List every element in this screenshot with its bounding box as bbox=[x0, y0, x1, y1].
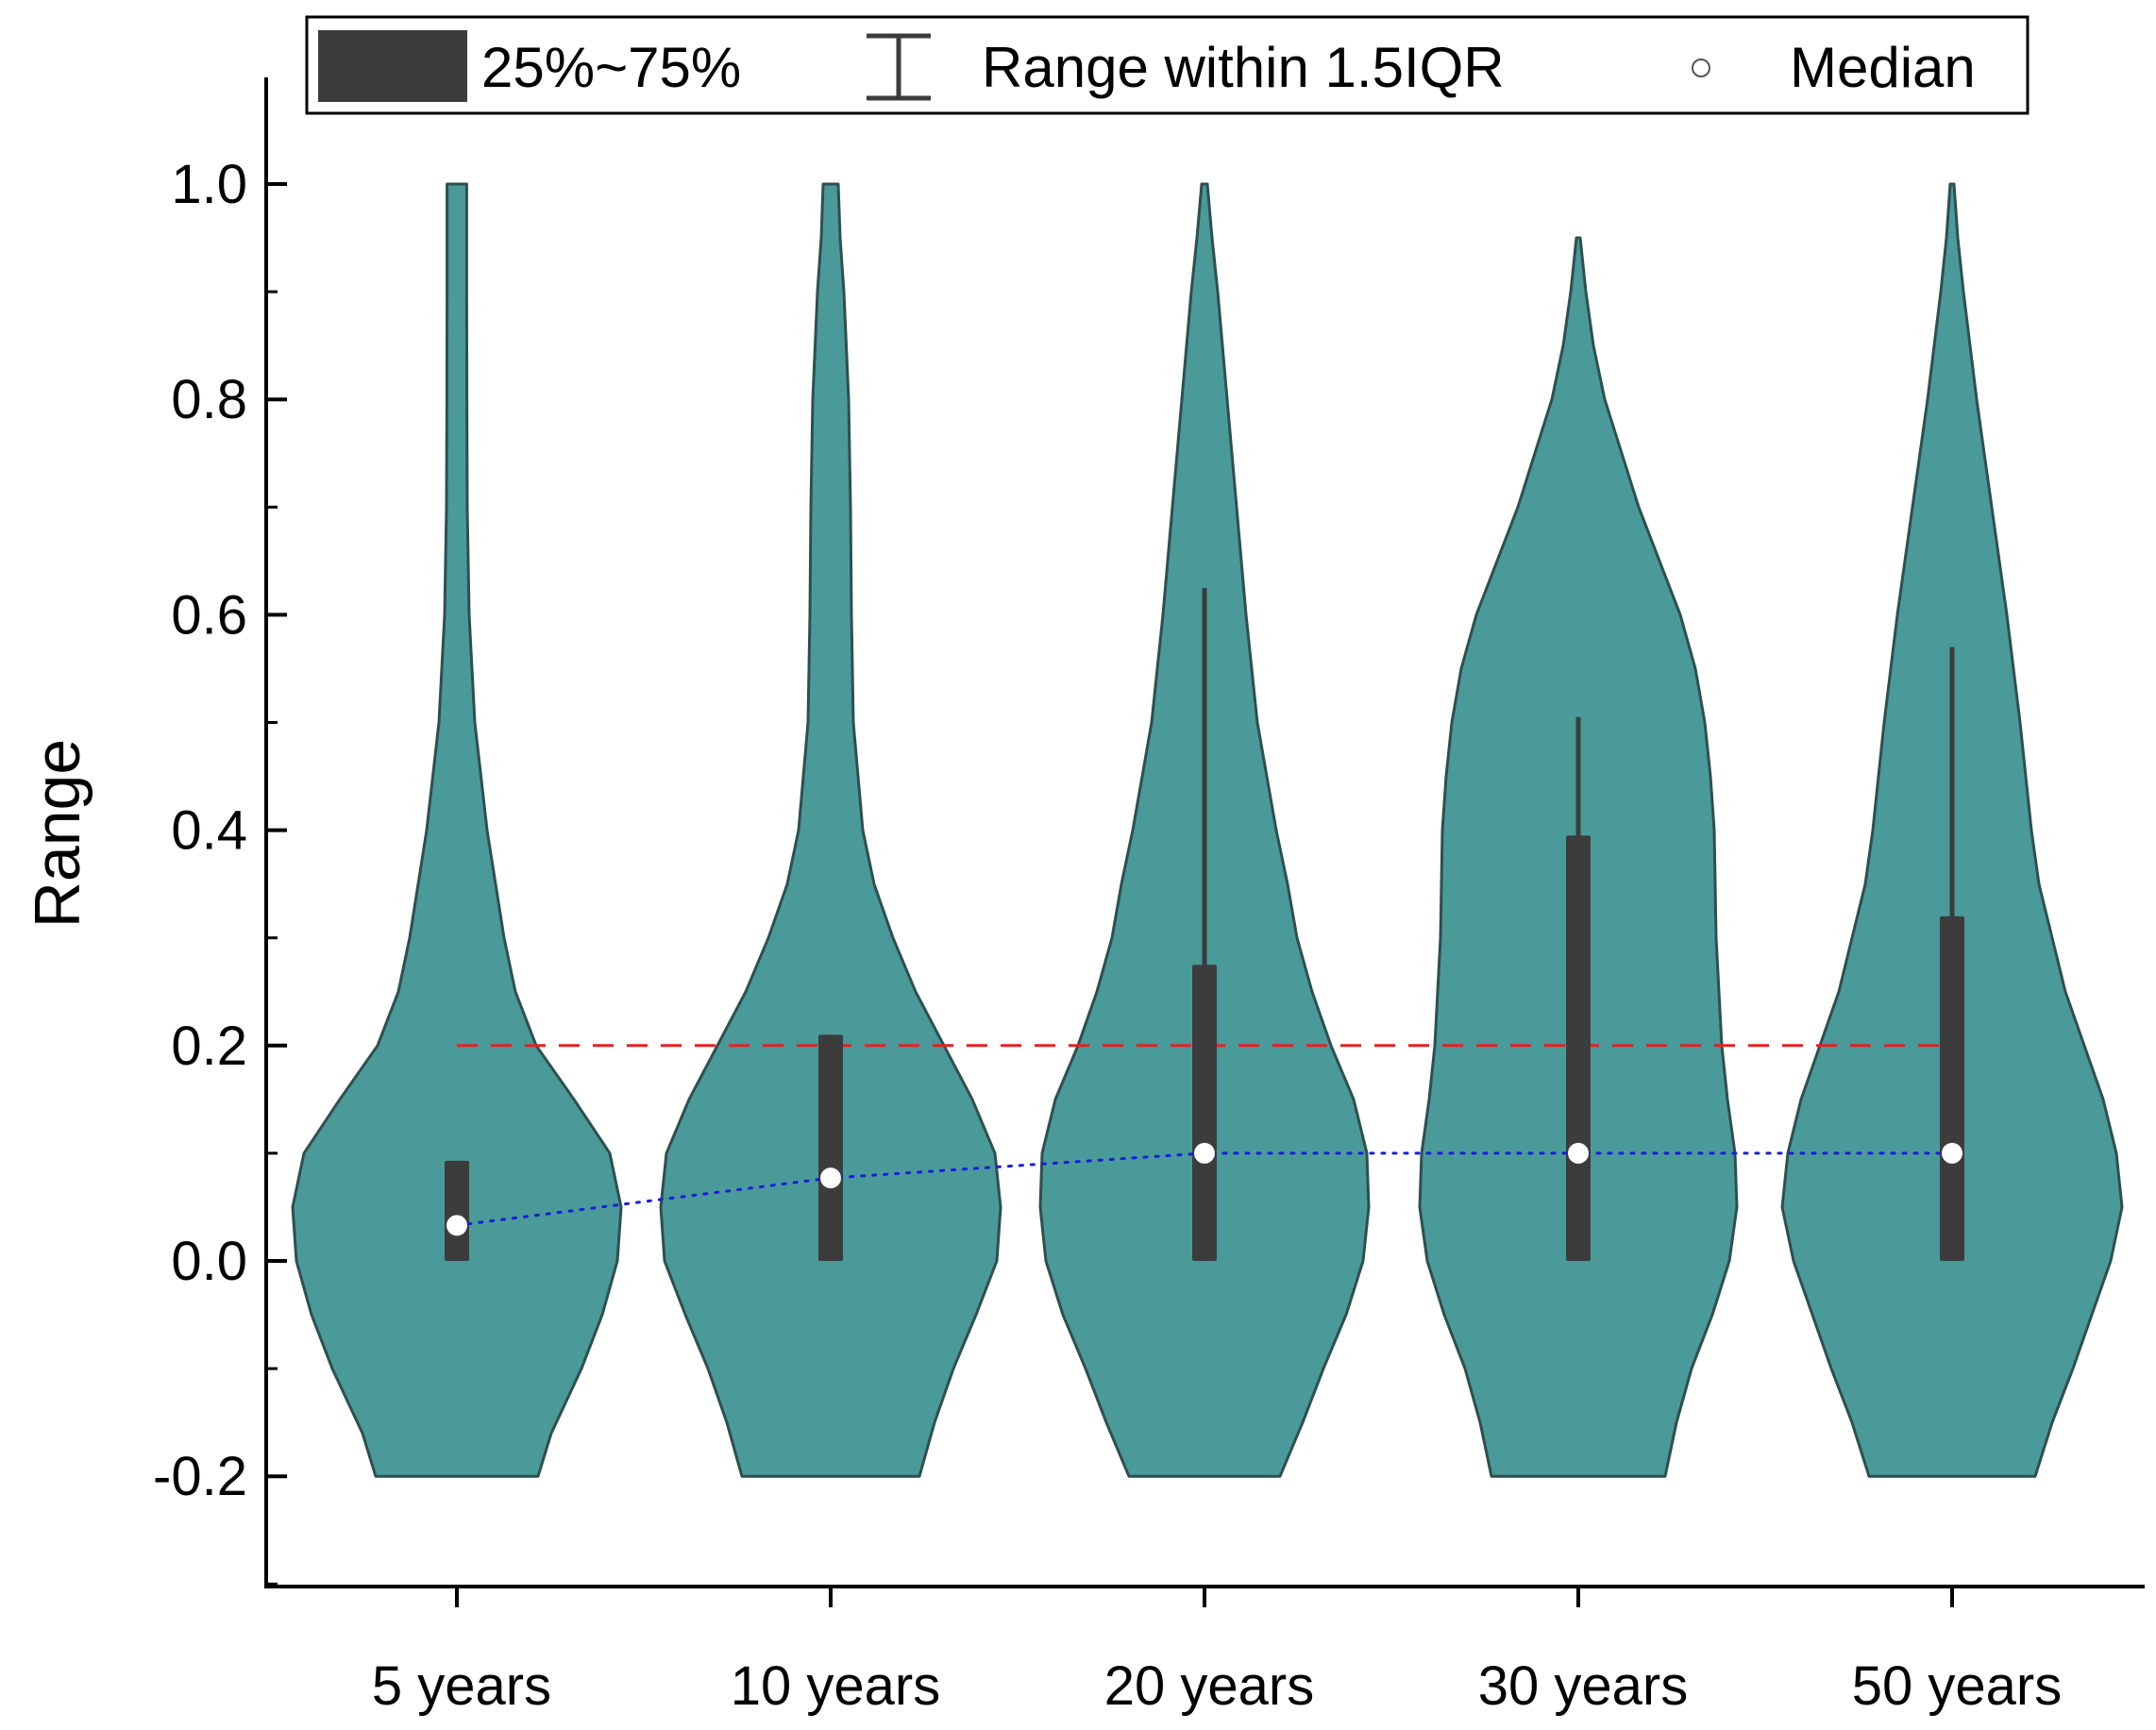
x-tick-label: 5 years bbox=[372, 1655, 551, 1717]
legend-frame bbox=[305, 15, 2030, 115]
violin-5-years bbox=[291, 182, 623, 1478]
x-tick-label: 50 years bbox=[1852, 1655, 2062, 1717]
iqr-box bbox=[818, 1034, 843, 1261]
median-marker bbox=[1568, 1142, 1589, 1164]
violins bbox=[291, 182, 2124, 1478]
legend-box-label: 25%~75% bbox=[481, 36, 741, 99]
iqr-box bbox=[1192, 965, 1217, 1261]
legend-median-symbol bbox=[1692, 59, 1710, 77]
violin-10-years bbox=[659, 182, 1002, 1478]
legend-whisker-label: Range within 1.5IQR bbox=[982, 36, 1505, 99]
y-axis-title: Range bbox=[22, 739, 93, 928]
x-tick-label: 30 years bbox=[1478, 1655, 1688, 1717]
legend-whisker-symbol bbox=[867, 33, 931, 101]
legend: 25%~75% Range within 1.5IQR Median bbox=[305, 15, 2030, 115]
x-axis-ticks: 5 years 10 years 20 years 30 years 50 years bbox=[372, 1587, 2062, 1717]
iqr-box bbox=[1940, 915, 1964, 1261]
median-marker bbox=[820, 1167, 841, 1189]
y-axis-ticks: 1.0 0.8 0.6 0.4 0.2 0.0 -0.2 bbox=[153, 154, 287, 1586]
iqr-box bbox=[445, 1160, 469, 1261]
y-tick-label: 0.2 bbox=[171, 1016, 247, 1077]
y-tick-label: 0.4 bbox=[171, 800, 247, 862]
overlays bbox=[445, 587, 1964, 1261]
median-marker bbox=[1194, 1142, 1215, 1164]
y-tick-label: 0.0 bbox=[171, 1231, 247, 1292]
median-marker bbox=[446, 1215, 467, 1236]
legend-median-label: Median bbox=[1790, 36, 1976, 99]
x-tick-label: 20 years bbox=[1104, 1655, 1314, 1717]
y-tick-label: 1.0 bbox=[171, 154, 247, 215]
legend-box-swatch bbox=[318, 30, 467, 102]
x-tick-label: 10 years bbox=[731, 1655, 940, 1717]
y-tick-label: 0.6 bbox=[171, 584, 247, 646]
y-tick-label: 0.8 bbox=[171, 369, 247, 430]
y-tick-label: -0.2 bbox=[153, 1446, 247, 1507]
iqr-box bbox=[1566, 835, 1591, 1261]
median-marker bbox=[1942, 1142, 1962, 1164]
